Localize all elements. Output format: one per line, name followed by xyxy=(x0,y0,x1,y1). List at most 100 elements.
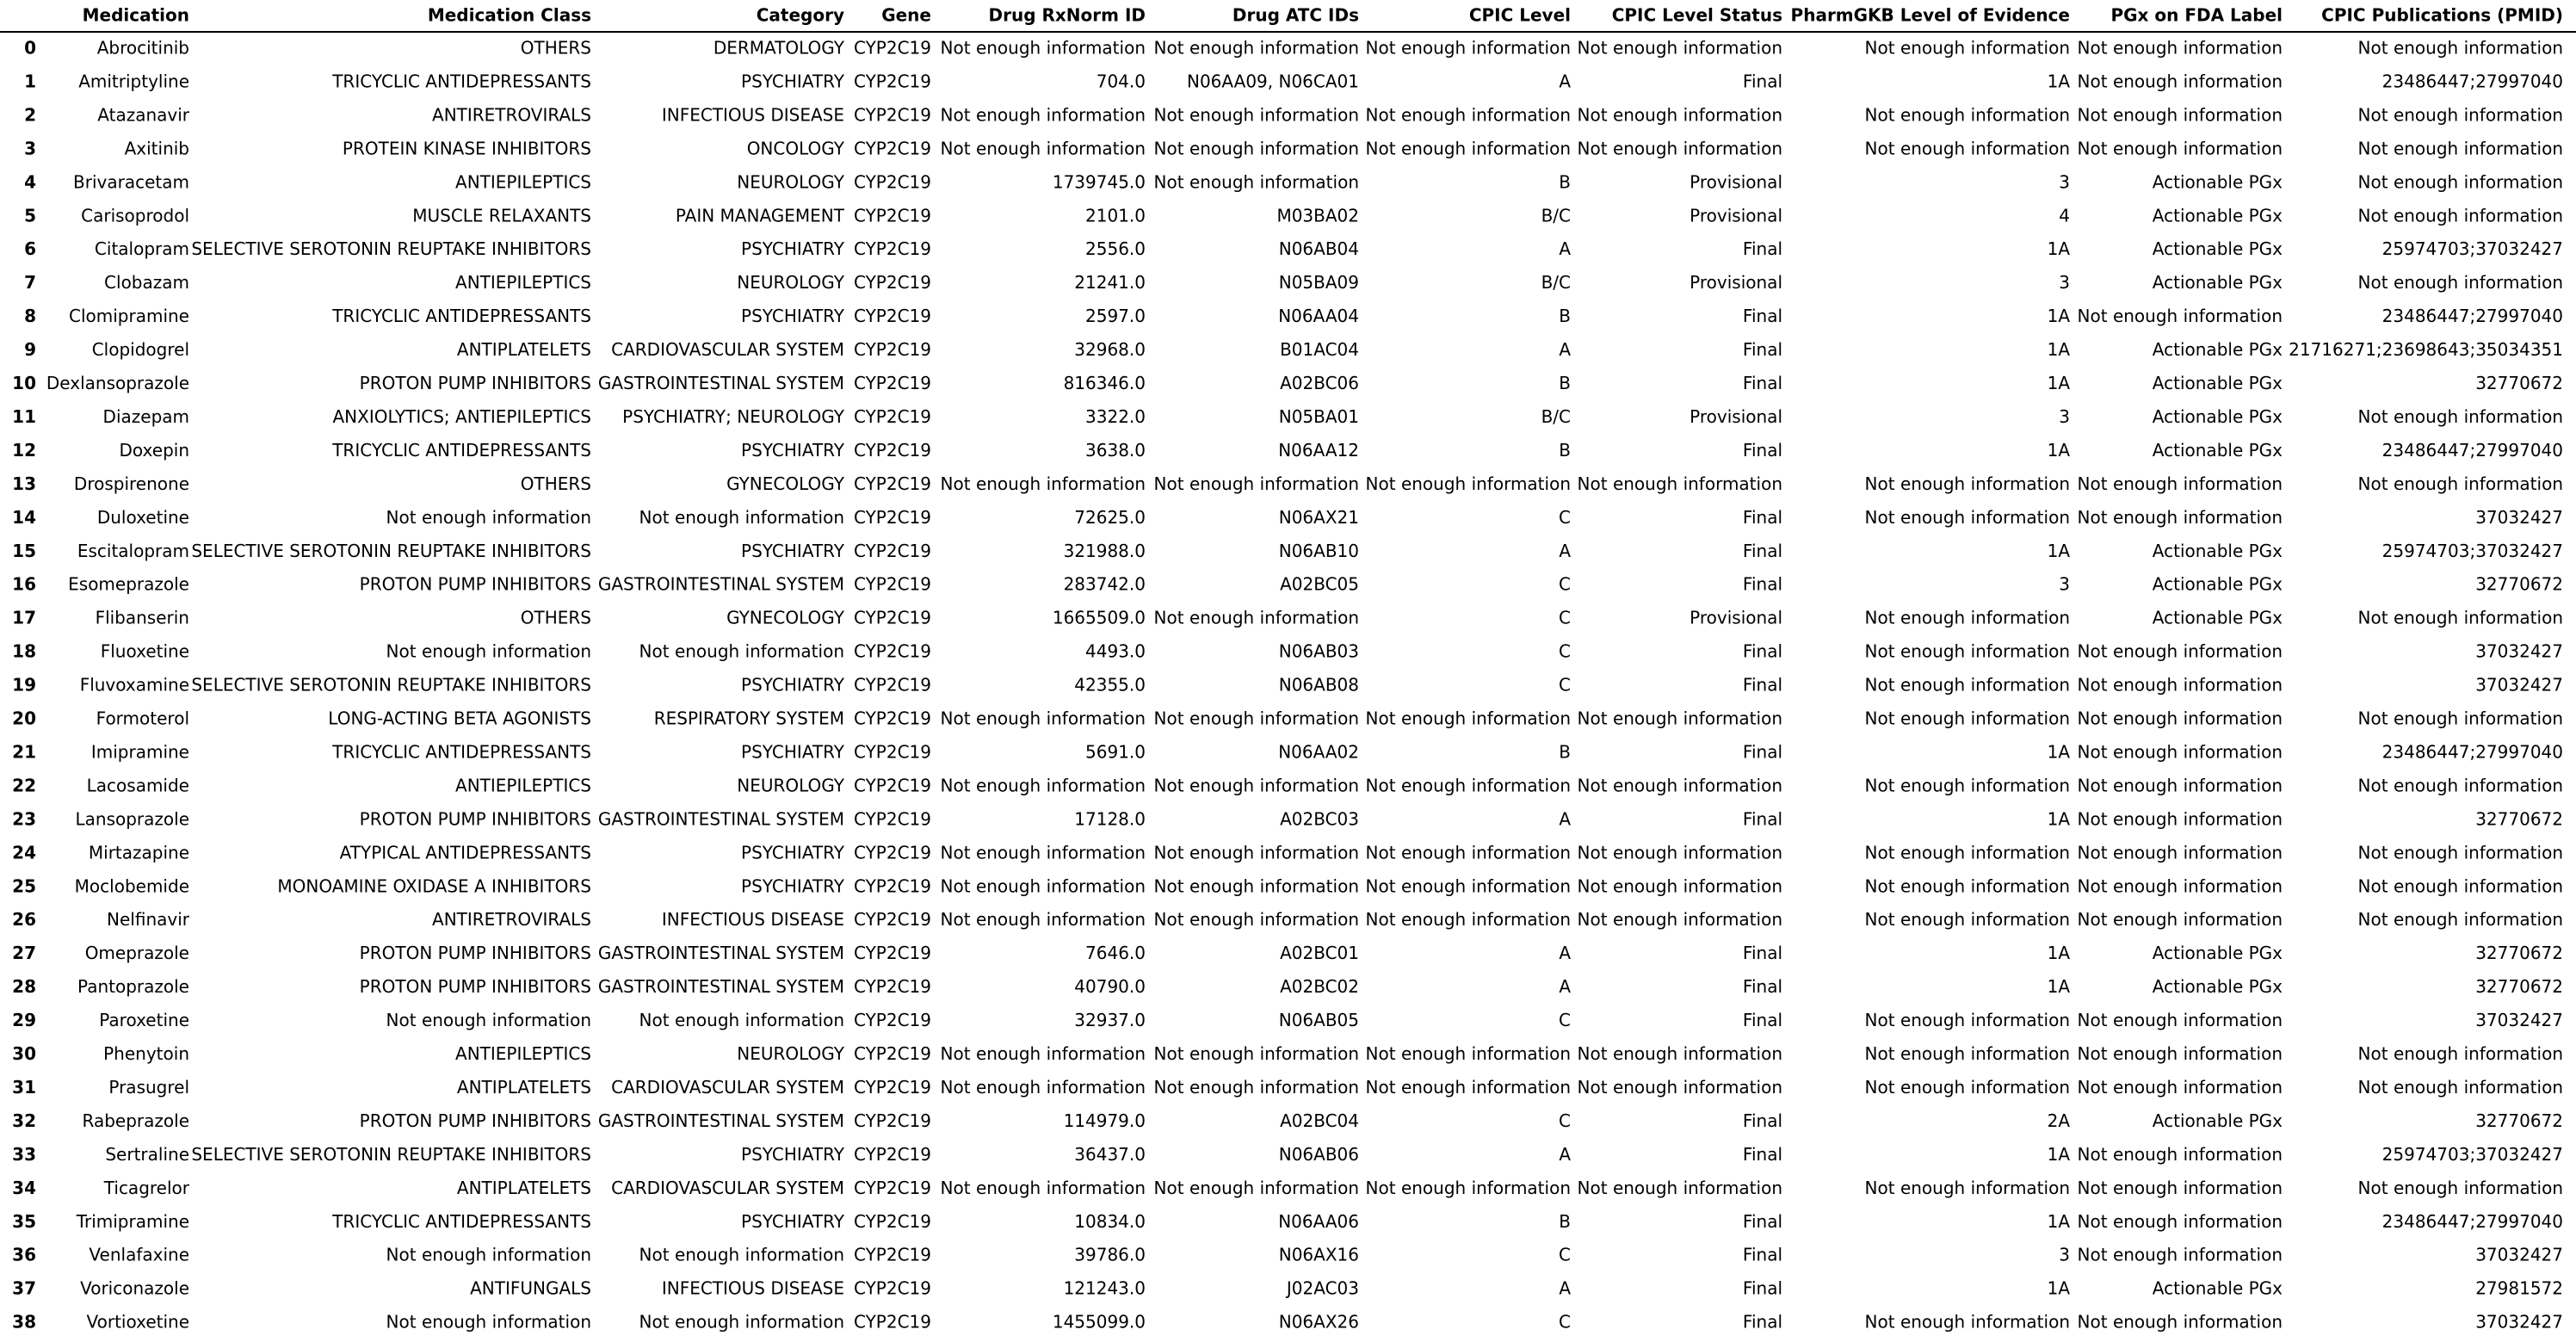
table-cell: B xyxy=(1559,306,1571,326)
table-cell: N06AX26 xyxy=(1279,1312,1359,1333)
table-cell: PSYCHIATRY xyxy=(741,1144,845,1165)
table-cell: 1455099.0 xyxy=(1053,1312,1146,1333)
table-cell: Final xyxy=(1743,943,1782,963)
table-cell: Provisional xyxy=(1690,608,1782,628)
table-cell: CARDIOVASCULAR SYSTEM xyxy=(611,1077,844,1098)
table-cell: 25974703;37032427 xyxy=(2382,238,2563,259)
table-cell: CYP2C19 xyxy=(854,1278,931,1299)
row-index: 6 xyxy=(24,238,36,259)
table-cell: N06AA04 xyxy=(1278,306,1359,326)
table-cell: Formoterol xyxy=(96,708,189,729)
table-cell: N06AA09, N06CA01 xyxy=(1187,71,1359,91)
table-cell: CYP2C19 xyxy=(854,339,931,360)
table-cell: Final xyxy=(1743,507,1782,528)
table-cell: Not enough information xyxy=(1865,473,2070,494)
table-cell: Fluvoxamine xyxy=(80,675,189,696)
table-cell: Not enough information xyxy=(1366,842,1571,863)
table-cell: Not enough information xyxy=(941,104,1146,125)
table-cell: N05BA01 xyxy=(1279,406,1359,427)
table-cell: Dexlansoprazole xyxy=(46,373,189,393)
table-cell: B/C xyxy=(1541,205,1571,226)
table-cell: 1A xyxy=(2048,943,2071,963)
table-cell: ANTIEPILEPTICS xyxy=(455,1043,591,1064)
row-index: 25 xyxy=(12,875,36,896)
table-cell: Not enough information xyxy=(639,1312,844,1333)
table-cell: Abrocitinib xyxy=(97,38,189,59)
table-cell: CYP2C19 xyxy=(854,1211,931,1232)
table-cell: 37032427 xyxy=(2475,1312,2563,1333)
table-cell: Final xyxy=(1743,1010,1782,1030)
table-cell: DERMATOLOGY xyxy=(713,38,845,59)
table-cell: A xyxy=(1559,71,1571,91)
table-cell: B/C xyxy=(1541,272,1571,293)
row-index: 11 xyxy=(12,406,36,427)
table-cell: 37032427 xyxy=(2475,1245,2563,1265)
table-cell: Fluoxetine xyxy=(101,641,189,662)
table-cell: CYP2C19 xyxy=(854,71,931,91)
table-cell: Final xyxy=(1743,541,1782,561)
table-cell: Not enough information xyxy=(2078,306,2283,326)
table-cell: PSYCHIATRY xyxy=(741,842,845,863)
table-cell: GASTROINTESTINAL SYSTEM xyxy=(598,574,844,595)
table-cell: N06AB08 xyxy=(1279,675,1359,696)
table-cell: Not enough information xyxy=(1154,1077,1359,1098)
row-index: 19 xyxy=(12,675,36,696)
table-cell: Not enough information xyxy=(639,1245,844,1265)
table-cell: 114979.0 xyxy=(1064,1110,1146,1131)
table-cell: Not enough information xyxy=(2078,741,2283,762)
row-index: 24 xyxy=(12,842,36,863)
table-cell: Not enough information xyxy=(941,842,1146,863)
table-cell: C xyxy=(1559,1245,1571,1265)
table-cell: INFECTIOUS DISEASE xyxy=(662,909,844,930)
table-cell: OTHERS xyxy=(521,38,591,59)
table-cell: Not enough information xyxy=(639,641,844,662)
table-cell: CYP2C19 xyxy=(854,608,931,628)
table-cell: Not enough information xyxy=(1578,909,1782,930)
row-index: 17 xyxy=(12,608,36,628)
table-cell: Provisional xyxy=(1690,406,1782,427)
table-cell: 283742.0 xyxy=(1064,574,1146,595)
table-cell: N06AX21 xyxy=(1279,507,1359,528)
table-cell: ANTIRETROVIRALS xyxy=(432,909,591,930)
table-cell: Actionable PGx xyxy=(2153,541,2283,561)
table-cell: Not enough information xyxy=(2078,1312,2283,1333)
table-cell: 1665509.0 xyxy=(1053,608,1146,628)
table-cell: Not enough information xyxy=(2078,808,2283,829)
table-cell: Final xyxy=(1743,71,1782,91)
table-cell: 25974703;37032427 xyxy=(2382,541,2563,561)
table-cell: Actionable PGx xyxy=(2153,339,2283,360)
table-cell: 1A xyxy=(2048,373,2071,393)
table-cell: Not enough information xyxy=(1865,675,2070,696)
table-cell: SELECTIVE SEROTONIN REUPTAKE INHIBITORS xyxy=(191,238,591,259)
table-cell: RESPIRATORY SYSTEM xyxy=(654,708,844,729)
table-cell: Not enough information xyxy=(1865,608,2070,628)
table-cell: CYP2C19 xyxy=(854,373,931,393)
table-cell: Not enough information xyxy=(2078,1211,2283,1232)
table-cell: Not enough information xyxy=(1154,138,1359,158)
table-cell: 2101.0 xyxy=(1085,205,1146,226)
table-cell: Not enough information xyxy=(2358,171,2563,192)
row-index: 1 xyxy=(24,71,36,91)
table-cell: Not enough information xyxy=(1366,38,1571,59)
table-cell: A02BC05 xyxy=(1280,574,1359,595)
table-cell: Duloxetine xyxy=(97,507,189,528)
row-index: 21 xyxy=(12,741,36,762)
table-cell: CYP2C19 xyxy=(854,171,931,192)
table-cell: Ticagrelor xyxy=(103,1178,190,1198)
row-index: 0 xyxy=(24,38,36,59)
table-cell: CYP2C19 xyxy=(854,38,931,59)
table-cell: CYP2C19 xyxy=(854,238,931,259)
table-cell: ONCOLOGY xyxy=(747,138,845,158)
table-cell: 17128.0 xyxy=(1074,808,1146,829)
table-cell: Not enough information xyxy=(2078,675,2283,696)
table-cell: Not enough information xyxy=(1154,38,1359,59)
table-cell: SELECTIVE SEROTONIN REUPTAKE INHIBITORS xyxy=(191,675,591,696)
table-cell: Not enough information xyxy=(1578,875,1782,896)
row-index: 29 xyxy=(12,1010,36,1030)
table-cell: 32968.0 xyxy=(1074,339,1146,360)
table-cell: MUSCLE RELAXANTS xyxy=(412,205,591,226)
table-cell: 23486447;27997040 xyxy=(2382,71,2563,91)
table-cell: Not enough information xyxy=(2078,71,2283,91)
table-cell: Actionable PGx xyxy=(2153,272,2283,293)
